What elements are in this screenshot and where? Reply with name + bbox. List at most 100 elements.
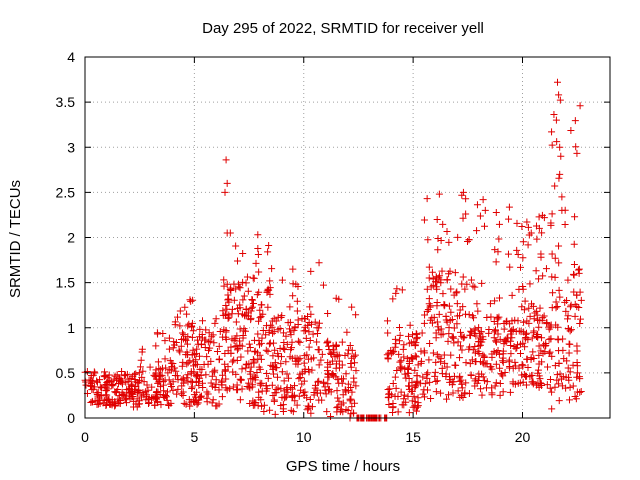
data-point	[425, 274, 433, 282]
data-point	[121, 371, 129, 379]
data-point	[462, 379, 470, 387]
data-point	[230, 296, 238, 304]
data-point	[244, 287, 252, 295]
x-tick-label: 0	[81, 429, 89, 445]
data-point	[232, 242, 240, 250]
data-point	[135, 379, 143, 387]
data-point	[277, 402, 285, 410]
data-point	[105, 377, 113, 385]
data-point	[272, 364, 280, 372]
data-point	[314, 346, 322, 354]
y-tick-label: 0.5	[56, 365, 76, 381]
data-point	[192, 350, 200, 358]
data-point	[535, 351, 543, 359]
data-point	[523, 218, 531, 226]
data-point	[471, 382, 479, 390]
data-point	[138, 373, 146, 381]
data-point	[169, 344, 177, 352]
data-point	[511, 316, 519, 324]
data-point	[188, 333, 196, 341]
data-point	[396, 331, 404, 339]
data-point	[218, 393, 226, 401]
data-point	[515, 327, 523, 335]
data-point	[491, 297, 499, 305]
data-point	[567, 126, 575, 134]
data-point	[258, 402, 266, 410]
data-point	[294, 337, 302, 345]
data-point	[494, 320, 502, 328]
data-point	[184, 333, 192, 341]
data-point	[136, 363, 144, 371]
data-point	[408, 397, 416, 405]
data-point	[155, 375, 163, 383]
data-point	[564, 364, 572, 372]
data-point	[501, 336, 509, 344]
data-point	[565, 349, 573, 357]
data-point	[236, 301, 244, 309]
data-point	[277, 360, 285, 368]
data-point	[540, 214, 548, 222]
data-point	[524, 336, 532, 344]
data-point	[473, 300, 481, 308]
data-point	[255, 337, 263, 345]
data-point	[577, 387, 585, 395]
data-point	[203, 398, 211, 406]
data-point	[483, 314, 491, 322]
data-point	[300, 377, 308, 385]
data-point	[576, 388, 584, 396]
data-point	[556, 170, 564, 178]
x-axis-title: GPS time / hours	[286, 458, 400, 475]
data-point	[559, 346, 567, 354]
data-point	[289, 265, 297, 273]
data-point	[175, 346, 183, 354]
data-point	[572, 143, 580, 151]
data-point	[152, 342, 160, 350]
data-point	[146, 363, 154, 371]
data-point	[399, 345, 407, 353]
data-point	[182, 336, 190, 344]
data-point	[203, 388, 211, 396]
data-point	[289, 408, 297, 416]
x-tick-label: 10	[296, 429, 312, 445]
data-point	[333, 387, 341, 395]
data-point	[479, 333, 487, 341]
data-point	[186, 357, 194, 365]
data-point	[524, 223, 532, 231]
data-point	[465, 311, 473, 319]
data-point	[404, 364, 412, 372]
data-point	[126, 385, 134, 393]
data-point	[165, 345, 173, 353]
data-point	[481, 222, 489, 230]
data-point	[456, 393, 464, 401]
data-point	[215, 355, 223, 363]
data-point	[263, 385, 271, 393]
data-point	[196, 325, 204, 333]
data-point	[178, 376, 186, 384]
data-point	[482, 384, 490, 392]
data-point	[510, 342, 518, 350]
data-point	[439, 290, 447, 298]
data-point	[210, 339, 218, 347]
data-point	[548, 352, 556, 360]
data-point	[151, 401, 159, 409]
data-point	[243, 273, 251, 281]
data-point	[251, 401, 259, 409]
data-point	[268, 381, 276, 389]
data-point	[218, 381, 226, 389]
data-point	[335, 295, 343, 303]
data-point	[186, 296, 194, 304]
data-point	[439, 220, 447, 228]
data-point	[551, 182, 559, 190]
data-point	[291, 382, 299, 390]
data-point	[450, 378, 458, 386]
data-point	[552, 116, 560, 124]
data-point	[228, 358, 236, 366]
data-point	[450, 324, 458, 332]
data-point	[532, 222, 540, 230]
data-point	[473, 201, 481, 209]
data-point	[184, 371, 192, 379]
data-point	[222, 333, 230, 341]
data-point	[197, 340, 205, 348]
data-point	[438, 370, 446, 378]
data-point	[265, 286, 273, 294]
